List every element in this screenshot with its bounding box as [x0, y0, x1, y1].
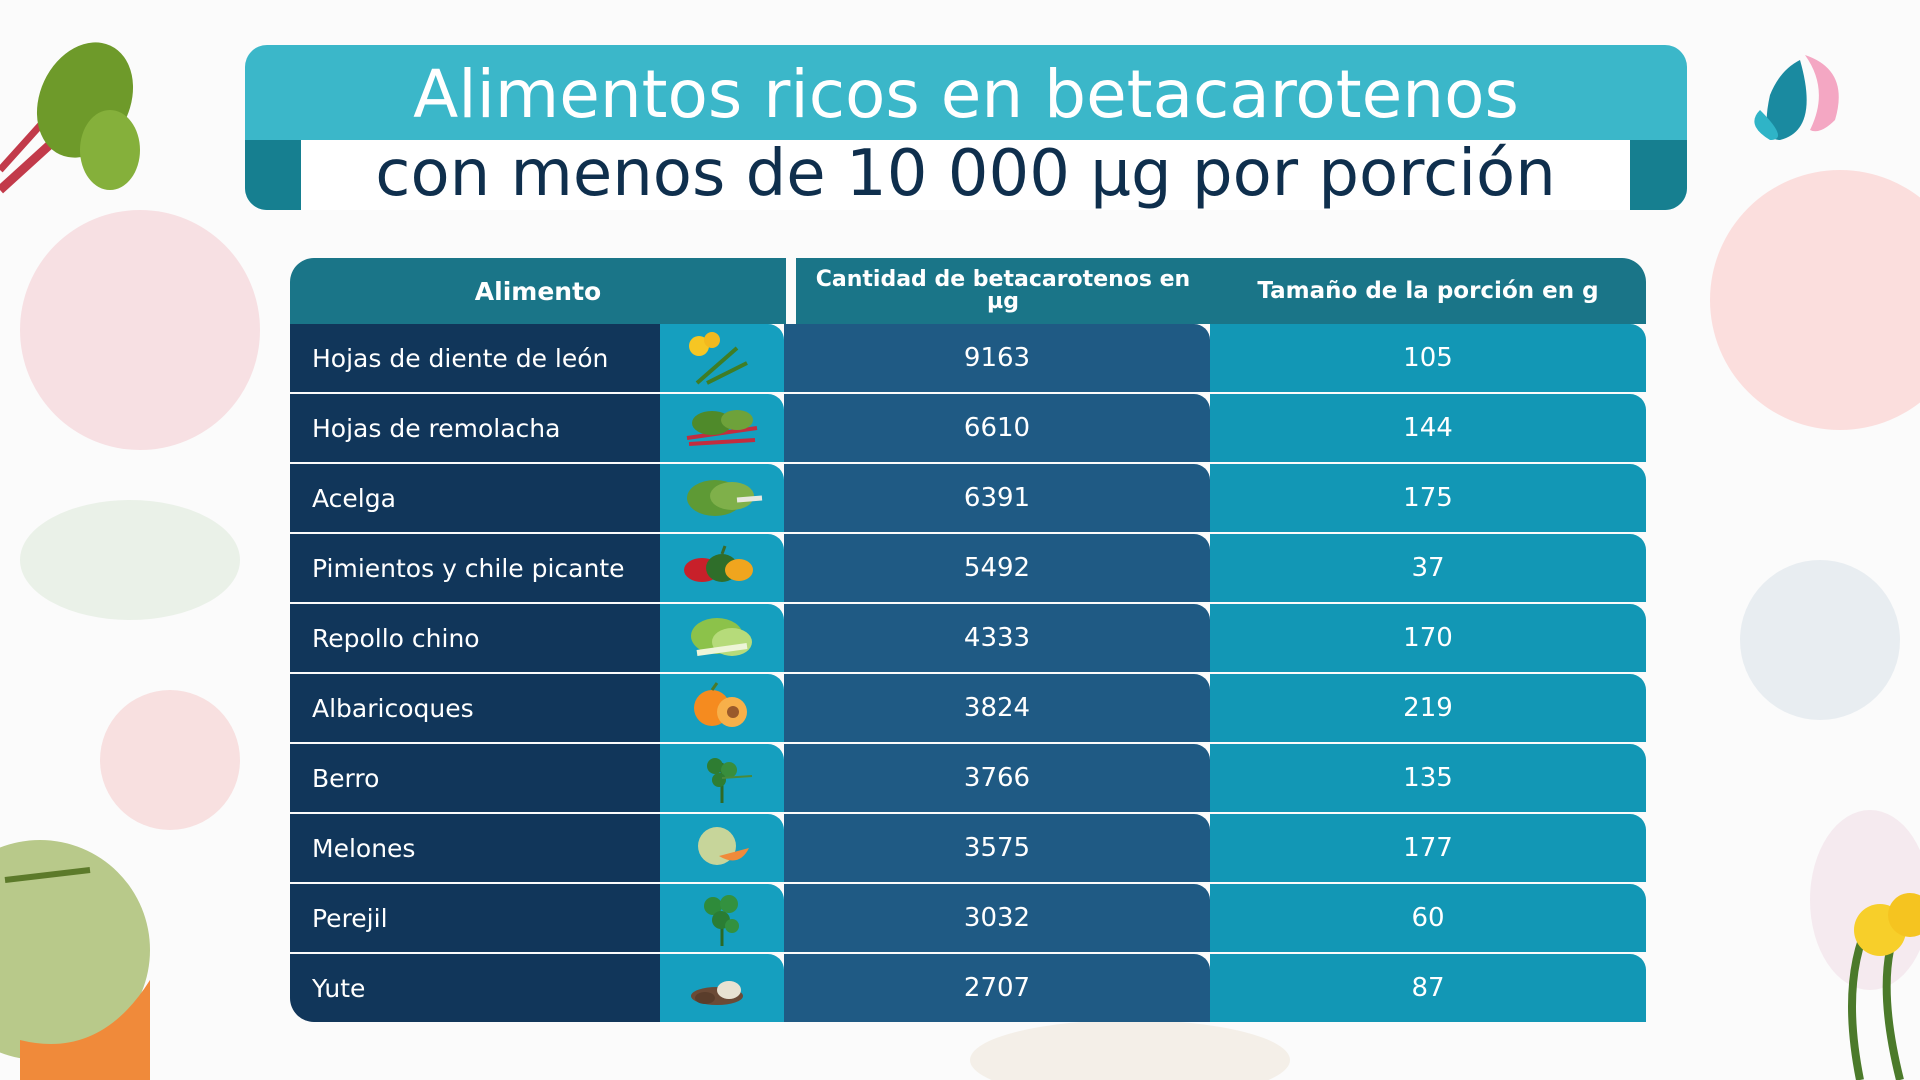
- beta-carotene-cell: 6610: [784, 394, 1210, 462]
- table-row: Perejil 3032 60: [290, 884, 1646, 952]
- title-accent-left: [245, 140, 301, 210]
- food-name-cell: Hojas de remolacha: [290, 394, 660, 462]
- food-name-cell: Hojas de diente de león: [290, 324, 660, 392]
- jute-root-icon: [660, 954, 784, 1022]
- food-name-cell: Acelga: [290, 464, 660, 532]
- portion-size-cell: 37: [1210, 534, 1646, 602]
- table-row: Melones 3575 177: [290, 814, 1646, 882]
- table-row: Acelga 6391 175: [290, 464, 1646, 532]
- food-name-cell: Perejil: [290, 884, 660, 952]
- portion-size-cell: 219: [1210, 674, 1646, 742]
- beta-carotene-cell: 3824: [784, 674, 1210, 742]
- portion-size-cell: 170: [1210, 604, 1646, 672]
- portion-size-cell: 135: [1210, 744, 1646, 812]
- beta-carotene-cell: 2707: [784, 954, 1210, 1022]
- dandelion-decoration-icon: [1848, 893, 1920, 1080]
- table-row: Hojas de diente de león 9163 105: [290, 324, 1646, 392]
- page-title: Alimentos ricos en betacarotenos: [413, 56, 1519, 133]
- header-portion-size: Tamaño de la porción en g: [1210, 258, 1646, 324]
- subtitle-box: [301, 140, 1630, 210]
- parsley-icon: [660, 884, 784, 952]
- brand-logo-icon: [1754, 55, 1839, 140]
- chard-icon: [660, 464, 784, 532]
- title-accent-right: [1630, 140, 1687, 210]
- apricot-icon: [660, 674, 784, 742]
- table-row: Albaricoques 3824 219: [290, 674, 1646, 742]
- bok-choy-icon: [660, 604, 784, 672]
- beta-carotene-cell: 5492: [784, 534, 1210, 602]
- dandelion-icon: [660, 324, 784, 392]
- beta-carotene-table: Alimento Cantidad de betacarotenos en µg…: [290, 258, 1646, 1028]
- peppers-icon: [660, 534, 784, 602]
- portion-size-cell: 105: [1210, 324, 1646, 392]
- portion-size-cell: 60: [1210, 884, 1646, 952]
- header-food: Alimento: [290, 258, 786, 324]
- header-beta-carotene: Cantidad de betacarotenos en µg: [796, 258, 1210, 324]
- table-row: Berro 3766 135: [290, 744, 1646, 812]
- beet-leaves-icon: [660, 394, 784, 462]
- table-row: Pimientos y chile picante 5492 37: [290, 534, 1646, 602]
- portion-size-cell: 87: [1210, 954, 1646, 1022]
- food-name-cell: Albaricoques: [290, 674, 660, 742]
- watercress-icon: [660, 744, 784, 812]
- food-name-cell: Berro: [290, 744, 660, 812]
- portion-size-cell: 175: [1210, 464, 1646, 532]
- melon-icon: [660, 814, 784, 882]
- food-name-cell: Melones: [290, 814, 660, 882]
- food-name-cell: Pimientos y chile picante: [290, 534, 660, 602]
- beta-carotene-cell: 4333: [784, 604, 1210, 672]
- table-row: Repollo chino 4333 170: [290, 604, 1646, 672]
- portion-size-cell: 177: [1210, 814, 1646, 882]
- beta-carotene-cell: 9163: [784, 324, 1210, 392]
- beta-carotene-cell: 3032: [784, 884, 1210, 952]
- food-name-cell: Repollo chino: [290, 604, 660, 672]
- food-name-cell: Yute: [290, 954, 660, 1022]
- beta-carotene-cell: 3766: [784, 744, 1210, 812]
- portion-size-cell: 144: [1210, 394, 1646, 462]
- beta-carotene-cell: 6391: [784, 464, 1210, 532]
- page-subtitle: con menos de 10 000 µg por porción: [375, 137, 1556, 211]
- table-row: Hojas de remolacha 6610 144: [290, 394, 1646, 462]
- table-row: Yute 2707 87: [290, 954, 1646, 1022]
- chard-decoration-icon: [0, 42, 140, 194]
- melon-decoration-icon: [0, 840, 150, 1080]
- beta-carotene-cell: 3575: [784, 814, 1210, 882]
